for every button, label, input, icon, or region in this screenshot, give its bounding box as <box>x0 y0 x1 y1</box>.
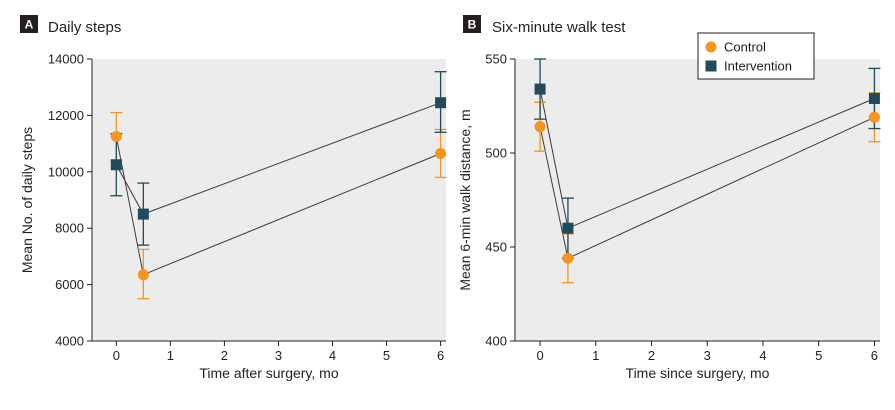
y-tick-label: 400 <box>485 334 507 349</box>
legend-marker-intervention <box>705 60 717 72</box>
y-tick-label: 4000 <box>55 334 84 349</box>
x-axis-title: Time after surgery, mo <box>199 365 338 381</box>
plot-background <box>515 59 880 341</box>
data-point-intervention <box>534 83 546 95</box>
x-tick-label: 5 <box>383 348 390 363</box>
data-point-intervention <box>868 92 880 104</box>
panel-a-daily-steps: A Daily steps 4000 6000 8000 10000 12000 14000 0… <box>19 15 447 381</box>
y-tick-label: 6000 <box>55 277 84 292</box>
x-tick-label: 3 <box>704 348 711 363</box>
y-tick-label: 12000 <box>48 108 84 123</box>
x-axis-title: Time since surgery, mo <box>626 365 770 381</box>
panel-letter-box <box>20 15 38 33</box>
y-tick-label: 550 <box>485 52 507 67</box>
x-tick-label: 0 <box>113 348 120 363</box>
data-point-intervention <box>562 222 574 234</box>
legend-label-intervention: Intervention <box>724 59 792 74</box>
y-axis-title: Mean 6-min walk distance, m <box>457 109 473 290</box>
y-tick-label: 500 <box>485 146 507 161</box>
data-point-control <box>534 121 546 133</box>
data-point-control <box>110 131 122 143</box>
x-tick-label: 3 <box>275 348 282 363</box>
data-point-intervention <box>435 97 447 109</box>
y-tick-label: 10000 <box>48 164 84 179</box>
x-tick-label: 5 <box>815 348 822 363</box>
x-tick-label: 2 <box>221 348 228 363</box>
data-point-intervention <box>137 208 149 220</box>
legend-box <box>697 32 815 80</box>
x-tick-label: 4 <box>759 348 766 363</box>
x-tick-label: 6 <box>437 348 444 363</box>
y-axis-title: Mean No. of daily steps <box>19 127 35 273</box>
y-tick-label: 8000 <box>55 221 84 236</box>
x-tick-label: 1 <box>592 348 599 363</box>
x-tick-label: 4 <box>329 348 336 363</box>
data-point-control <box>137 269 149 281</box>
x-tick-label: 1 <box>167 348 174 363</box>
y-tick-label: 450 <box>485 240 507 255</box>
data-point-intervention <box>110 159 122 171</box>
plot-background <box>92 59 446 341</box>
panel-b-six-minute-walk-test: B Six-minute walk test 400 450 500 550 0 1 2 3 4 5 6… <box>457 15 881 381</box>
panel-title: Six-minute walk test <box>492 19 626 36</box>
panel-letter: A <box>25 18 34 32</box>
legend-marker-control <box>705 41 717 53</box>
legend: Control Intervention <box>697 32 815 80</box>
x-tick-label: 6 <box>871 348 878 363</box>
y-tick-label: 14000 <box>48 52 84 67</box>
data-point-control <box>562 252 574 264</box>
data-point-control <box>868 111 880 123</box>
legend-label-control: Control <box>724 40 766 55</box>
panel-title: Daily steps <box>48 19 121 36</box>
panel-letter: B <box>468 18 477 32</box>
x-tick-label: 0 <box>536 348 543 363</box>
x-tick-label: 2 <box>648 348 655 363</box>
data-point-control <box>435 147 447 159</box>
panel-letter-box <box>463 15 481 33</box>
